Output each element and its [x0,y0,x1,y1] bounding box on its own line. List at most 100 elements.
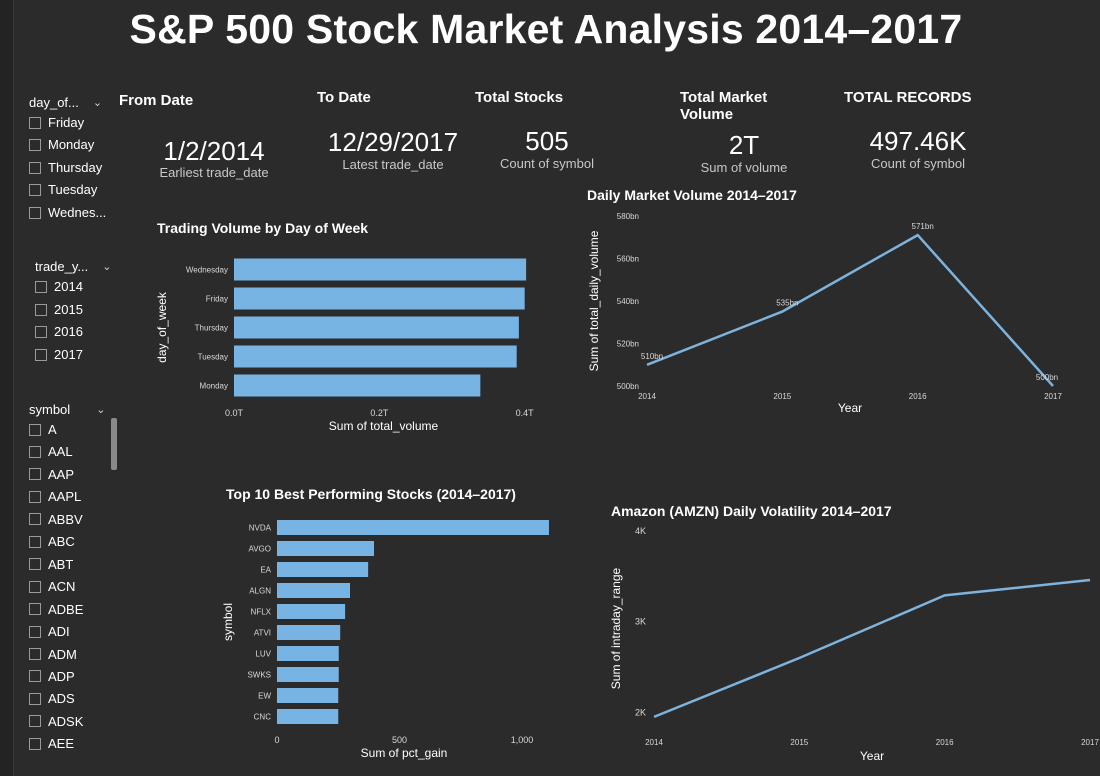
slicer-symbol-item[interactable]: ABC [29,534,75,549]
x-tick-label: 0 [274,735,279,745]
bar [234,345,517,368]
slicer-symbol-item[interactable]: ADS [29,691,75,706]
slicer-trade-year-header[interactable]: trade_y... ⌄ [35,259,111,274]
slicer-day-item[interactable]: Monday [29,137,94,152]
checkbox[interactable] [35,348,47,361]
chevron-down-icon[interactable]: ⌄ [92,97,103,109]
category-label: EW [258,692,271,701]
slicer-symbol-item[interactable]: ABT [29,557,73,572]
checkbox[interactable] [29,423,41,436]
bar [234,287,525,310]
category-label: Monday [200,382,228,391]
checkbox[interactable] [29,445,41,458]
y-tick-label: 2K [635,707,646,717]
checkbox[interactable] [29,603,41,616]
chevron-down-icon[interactable]: ⌄ [96,404,106,416]
slicer-year-item[interactable]: 2016 [35,324,83,339]
x-tick-label: 2016 [936,738,954,747]
slicer-symbol-item[interactable]: ABBV [29,512,83,527]
checkbox[interactable] [29,535,41,548]
checkbox[interactable] [29,513,41,526]
category-label: Friday [206,295,228,304]
chart-title-volume-by-day: Trading Volume by Day of Week [157,220,369,236]
slicer-symbol-item[interactable]: ADM [29,647,77,662]
slicer-year-item[interactable]: 2017 [35,347,83,362]
slicer-symbol-item[interactable]: ADP [29,669,75,684]
slicer-day-of-week-header[interactable]: day_of... ⌄ [29,95,102,110]
slicer-day-item[interactable]: Wednes... [29,205,106,220]
checkbox[interactable] [29,183,41,196]
x-tick-label: 2015 [790,738,808,747]
checkbox[interactable] [29,161,41,174]
slicer-symbol-item[interactable]: AEE [29,736,74,751]
checkbox[interactable] [29,670,41,683]
slicer-day-item[interactable]: Tuesday [29,182,97,197]
bar [277,583,351,598]
slicer-item-label: ADBE [48,601,84,617]
checkbox[interactable] [35,303,47,316]
checkbox[interactable] [29,138,41,151]
category-label: Wednesday [186,266,228,275]
kpi-total-records-sub: Count of symbol [871,156,965,171]
slicer-symbol-item[interactable]: AAP [29,467,74,482]
x-tick-label: 2017 [1081,738,1099,747]
chart-amzn-volatility: 2K 3K 4K 2014 2015 2016 2017 Year Sum of intrada… [609,526,1099,763]
bar [277,667,339,682]
slicer-item-label: 2016 [54,324,83,339]
slicer-year-item[interactable]: 2015 [35,302,83,317]
slicer-item-label: AAL [48,444,73,460]
y-axis-label: day_of_week [155,291,169,363]
checkbox[interactable] [29,580,41,593]
slicer-symbol-header[interactable]: symbol ⌄ [29,402,105,417]
y-axis-label: Sum of total_daily_volume [587,230,601,371]
x-axis-label: Year [860,749,884,763]
y-axis-label: Sum of intraday_range [609,567,623,689]
checkbox[interactable] [29,692,41,705]
checkbox[interactable] [29,648,41,660]
series-line [653,578,1091,719]
kpi-from-date-label: From Date [119,92,194,109]
data-label: 500bn [1036,373,1058,382]
kpi-from-date-sub: Earliest trade_date [159,165,269,180]
chart-title-daily-market-volume: Daily Market Volume 2014–2017 [587,187,797,203]
slicer-symbol-item[interactable]: ADSK [29,714,83,729]
y-tick-label: 4K [635,526,646,536]
slicer-symbol-item[interactable]: AAPL [29,489,81,504]
x-tick-label: 2014 [645,738,663,747]
checkbox[interactable] [29,206,41,219]
checkbox[interactable] [29,625,41,638]
slicer-symbol-title: symbol [29,402,71,417]
slicer-item-label: ADSK [48,713,84,729]
slicer-symbol-item[interactable]: ADI [29,624,70,639]
checkbox[interactable] [29,737,41,750]
slicer-scrollbar[interactable] [111,418,117,470]
slicer-item-label: ACN [48,579,76,595]
slicer-item-label: Tuesday [48,182,98,197]
slicer-symbol-item[interactable]: AAL [29,444,73,459]
category-label: Thursday [195,324,228,333]
slicer-day-item[interactable]: Friday [29,115,84,130]
slicer-item-label: AAP [48,466,75,482]
slicer-symbol-item[interactable]: ACN [29,579,75,594]
slicer-day-item[interactable]: Thursday [29,160,102,175]
x-tick-label: 2014 [638,392,656,401]
y-axis-label: symbol [221,603,235,641]
bar [277,709,339,724]
checkbox[interactable] [29,715,41,728]
checkbox[interactable] [29,558,41,571]
checkbox[interactable] [29,490,41,503]
bar [277,541,375,556]
slicer-item-label: ABT [48,556,74,572]
x-axis-label: Year [838,401,862,415]
slicer-item-label: Wednes... [48,205,107,220]
slicer-symbol-item[interactable]: A [29,422,57,437]
checkbox[interactable] [29,116,41,129]
checkbox[interactable] [35,280,47,293]
slicer-year-item[interactable]: 2014 [35,279,83,294]
y-tick-label: 3K [635,617,646,627]
checkbox[interactable] [35,325,47,338]
checkbox[interactable] [29,468,41,481]
chevron-down-icon[interactable]: ⌄ [102,261,112,273]
kpi-total-market-volume-value: 2T [728,130,760,160]
slicer-symbol-item[interactable]: ADBE [29,602,83,617]
